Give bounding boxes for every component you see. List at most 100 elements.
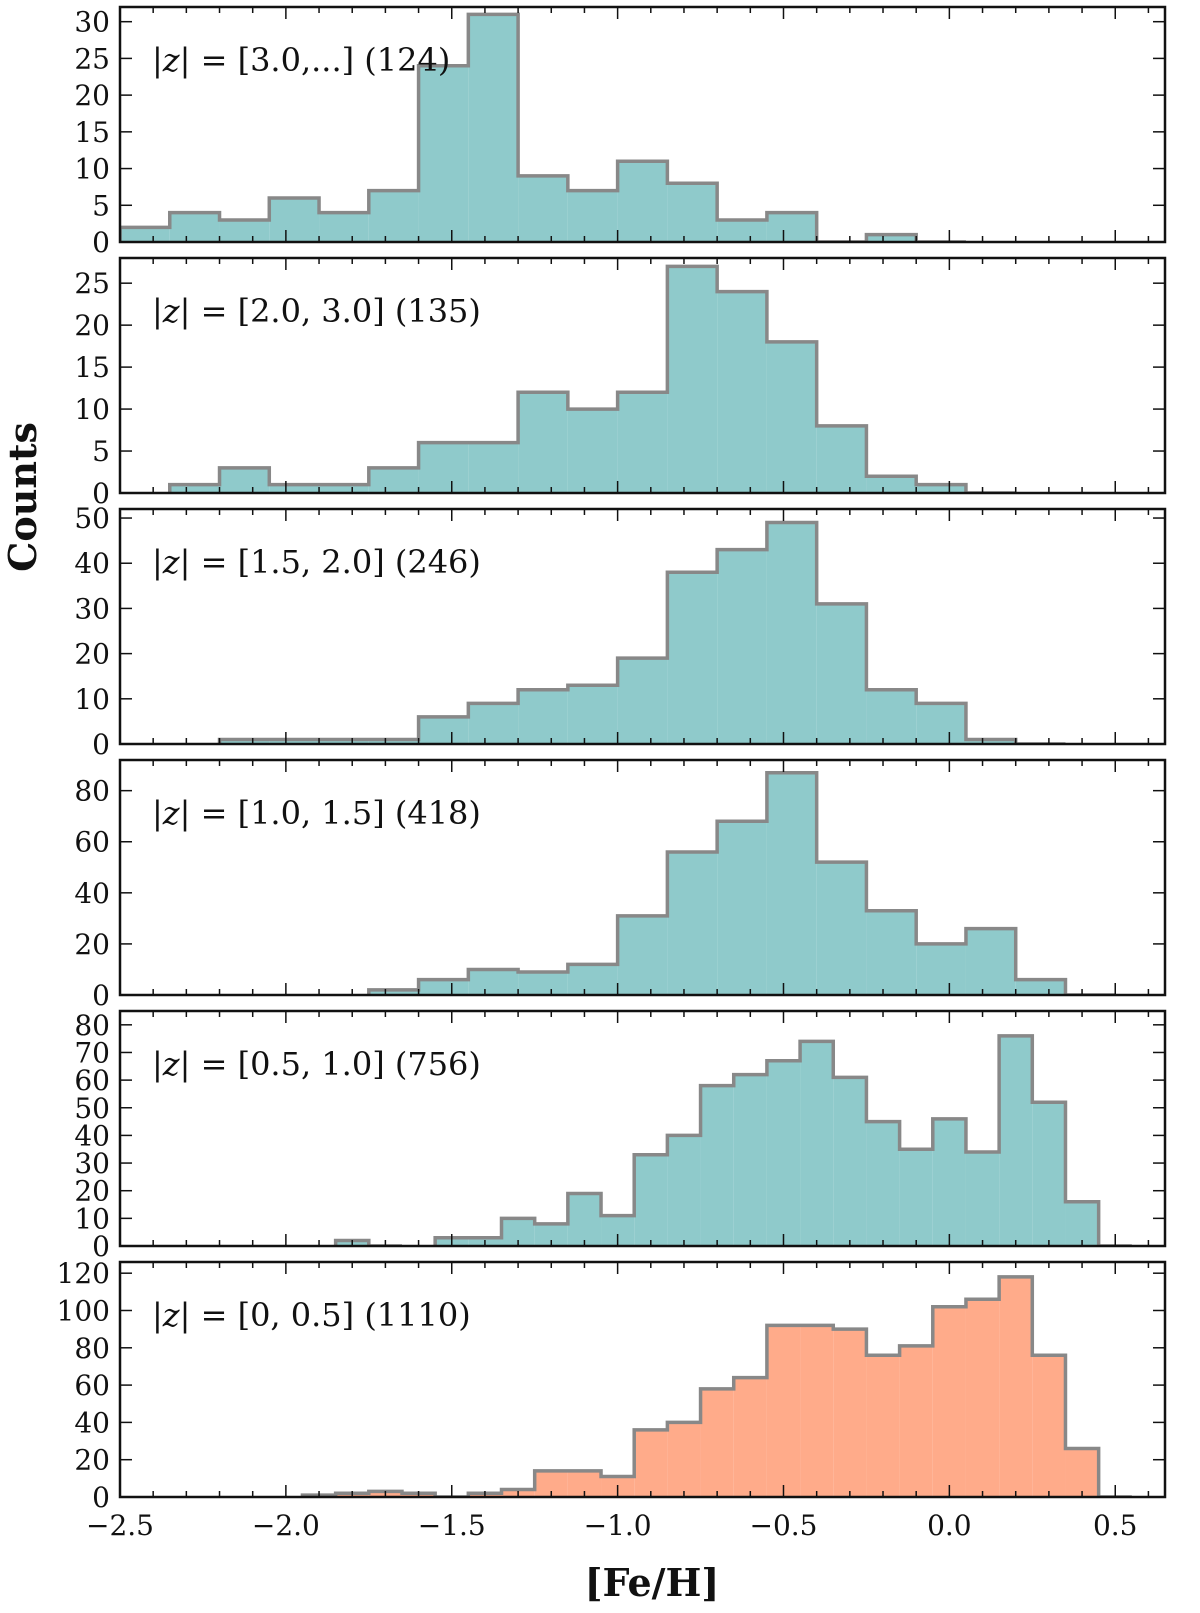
panel-label: |z| = [2.0, 3.0] (135) (152, 292, 481, 330)
panel-frame (118, 5, 1167, 244)
histogram-bar (319, 484, 369, 493)
histogram-bar (1065, 1448, 1099, 1497)
panel-frame (118, 507, 1167, 746)
histogram-outline (120, 12, 966, 242)
histogram-bar (766, 1325, 801, 1497)
y-tick-label: 70 (74, 1036, 110, 1069)
histogram-bars (120, 12, 966, 242)
histogram-bar (368, 190, 419, 242)
histogram-bar (717, 291, 767, 493)
histogram-bar (899, 1149, 933, 1246)
histogram-bar (667, 851, 718, 995)
histogram-bars (367, 771, 1116, 995)
x-tick-label: −2.0 (252, 1509, 320, 1542)
panel-frame (118, 256, 1167, 495)
panel-label: |z| = [1.5, 2.0] (246) (152, 543, 481, 581)
y-tick-label: 80 (74, 775, 110, 808)
histogram-bar (468, 703, 519, 744)
histogram-bar (965, 1299, 1000, 1497)
x-tick-label: 0.0 (927, 1509, 972, 1542)
histogram-bar (916, 703, 966, 744)
histogram-bar (219, 739, 270, 744)
histogram-bar (518, 392, 568, 493)
y-tick-label: 50 (74, 1092, 110, 1125)
y-tick-label: 0 (92, 1230, 110, 1263)
histogram-bar (717, 549, 767, 744)
histogram-bar (733, 1074, 767, 1246)
y-tick-label: 120 (57, 1257, 110, 1290)
histogram-bars (217, 520, 1066, 744)
histogram-bar (866, 910, 917, 995)
histogram-bar (833, 1077, 867, 1246)
histogram-bar (667, 1422, 701, 1497)
histogram-bar (816, 862, 867, 995)
y-tick-label: 25 (74, 267, 110, 300)
histogram-bar (965, 928, 1016, 995)
histogram-bar (916, 943, 966, 995)
histogram-bar (916, 484, 966, 493)
y-tick-label: 60 (74, 1064, 110, 1097)
histogram-bar (816, 425, 867, 493)
panel-label: |z| = [0, 0.5] (1110) (152, 1296, 471, 1334)
panel-label: |z| = [1.0, 1.5] (418) (152, 794, 481, 832)
histogram-bar (368, 467, 419, 493)
histogram-bar (899, 1345, 933, 1497)
histogram-bar (418, 979, 469, 995)
histogram-bar (700, 1388, 734, 1497)
y-tick-label: 0 (92, 979, 110, 1012)
histogram-bar (667, 572, 718, 744)
histogram-bar (1065, 1201, 1099, 1246)
histogram-bar (269, 739, 320, 744)
histogram-bar (766, 522, 817, 744)
histogram-bar (766, 772, 817, 995)
histogram-bar (617, 161, 668, 242)
histogram-bar (468, 969, 519, 995)
y-tick-label: 15 (74, 351, 110, 384)
y-tick-label: 20 (74, 638, 110, 671)
panel-frame (118, 1260, 1167, 1499)
histogram-bar (368, 739, 419, 744)
histogram-bar (518, 972, 568, 995)
histogram-outline (367, 771, 1116, 995)
y-tick-label: 80 (74, 1332, 110, 1365)
x-axis-label: [Fe/H] (585, 1560, 720, 1605)
histogram-bar (269, 484, 320, 493)
y-tick-label: 0 (92, 728, 110, 761)
histogram-bar (319, 739, 369, 744)
y-tick-label: 40 (74, 1406, 110, 1439)
y-tick-label: 20 (74, 1175, 110, 1208)
histogram-bar (717, 219, 767, 242)
y-tick-label: 30 (74, 6, 110, 39)
histogram-bars (333, 1034, 1132, 1246)
histogram-bar (120, 227, 170, 242)
y-tick-label: 20 (74, 309, 110, 342)
y-tick-label: 5 (92, 189, 110, 222)
y-tick-label: 10 (74, 153, 110, 186)
histogram-bars (300, 1275, 1132, 1497)
y-tick-label: 10 (74, 1202, 110, 1235)
histogram-bar (766, 341, 817, 493)
histogram-bar (617, 658, 668, 744)
histogram-bar (567, 1193, 602, 1246)
y-tick-label: 0 (92, 226, 110, 259)
histogram-bar (269, 197, 320, 242)
histogram-bar (634, 1154, 668, 1246)
panel-label: |z| = [0.5, 1.0] (756) (152, 1045, 481, 1083)
y-tick-label: 40 (74, 1119, 110, 1152)
x-tick-label: −1.5 (418, 1509, 486, 1542)
y-tick-label: 10 (74, 683, 110, 716)
histogram-bar (999, 1276, 1033, 1497)
histogram-outline (217, 520, 1066, 744)
y-axis-label: Counts (0, 422, 45, 572)
histogram-outline (300, 1275, 1132, 1497)
histogram-bar (418, 65, 469, 242)
histogram-bar (418, 442, 469, 493)
histogram-bar (169, 484, 220, 493)
panel-6: 0 20 40 60 80 100 120 |z| = [0, 0.5] (1110) −2.5… (57, 1257, 1167, 1542)
histogram-bar (866, 1355, 900, 1497)
y-tick-label: 20 (74, 79, 110, 112)
y-tick-label: 30 (74, 1147, 110, 1180)
